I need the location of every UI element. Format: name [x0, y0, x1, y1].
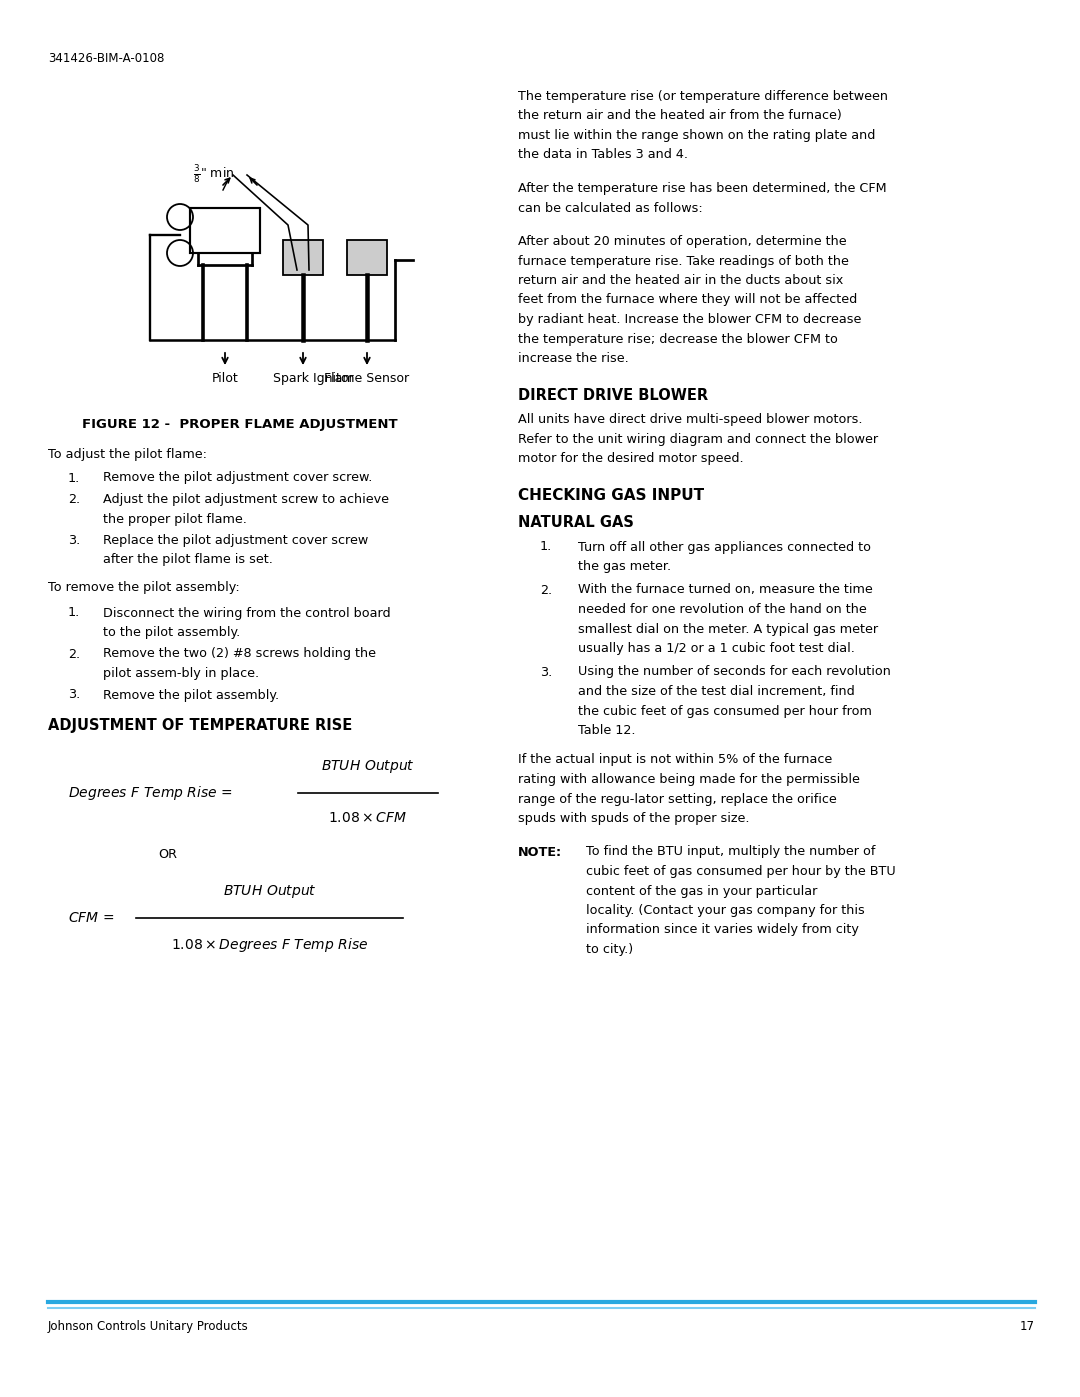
Text: $\mathit{BTUH\ Output}$: $\mathit{BTUH\ Output}$: [321, 759, 415, 775]
Text: feet from the furnace where they will not be affected: feet from the furnace where they will no…: [518, 293, 858, 306]
Text: 341426-BIM-A-0108: 341426-BIM-A-0108: [48, 52, 164, 66]
Text: must lie within the range shown on the rating plate and: must lie within the range shown on the r…: [518, 129, 876, 142]
Text: Flame Sensor: Flame Sensor: [324, 372, 409, 386]
Text: 1.: 1.: [68, 606, 80, 619]
Text: CHECKING GAS INPUT: CHECKING GAS INPUT: [518, 488, 704, 503]
Text: furnace temperature rise. Take readings of both the: furnace temperature rise. Take readings …: [518, 254, 849, 267]
Text: motor for the desired motor speed.: motor for the desired motor speed.: [518, 453, 744, 465]
Text: All units have direct drive multi-speed blower motors.: All units have direct drive multi-speed …: [518, 414, 863, 426]
Text: the data in Tables 3 and 4.: the data in Tables 3 and 4.: [518, 148, 688, 162]
Text: the return air and the heated air from the furnace): the return air and the heated air from t…: [518, 109, 841, 123]
Text: 3.: 3.: [540, 665, 552, 679]
Text: OR: OR: [158, 848, 177, 861]
Text: 2.: 2.: [68, 493, 80, 506]
Text: the temperature rise; decrease the blower CFM to: the temperature rise; decrease the blowe…: [518, 332, 838, 345]
Text: Pilot: Pilot: [212, 372, 239, 386]
Text: return air and the heated air in the ducts about six: return air and the heated air in the duc…: [518, 274, 843, 286]
Text: increase the rise.: increase the rise.: [518, 352, 629, 365]
Text: Turn off all other gas appliances connected to: Turn off all other gas appliances connec…: [578, 541, 870, 553]
Text: If the actual input is not within 5% of the furnace: If the actual input is not within 5% of …: [518, 753, 833, 767]
Text: Refer to the unit wiring diagram and connect the blower: Refer to the unit wiring diagram and con…: [518, 433, 878, 446]
Text: cubic feet of gas consumed per hour by the BTU: cubic feet of gas consumed per hour by t…: [586, 865, 895, 877]
Text: to the pilot assembly.: to the pilot assembly.: [103, 626, 240, 638]
Text: spuds with spuds of the proper size.: spuds with spuds of the proper size.: [518, 812, 750, 826]
Text: ADJUSTMENT OF TEMPERATURE RISE: ADJUSTMENT OF TEMPERATURE RISE: [48, 718, 352, 733]
Text: The temperature rise (or temperature difference between: The temperature rise (or temperature dif…: [518, 89, 888, 103]
Text: usually has a 1/2 or a 1 cubic foot test dial.: usually has a 1/2 or a 1 cubic foot test…: [578, 643, 855, 655]
Text: Johnson Controls Unitary Products: Johnson Controls Unitary Products: [48, 1320, 248, 1333]
Text: $\mathit{CFM}$ =: $\mathit{CFM}$ =: [68, 911, 114, 925]
Text: and the size of the test dial increment, find: and the size of the test dial increment,…: [578, 685, 854, 698]
Text: To find the BTU input, multiply the number of: To find the BTU input, multiply the numb…: [586, 845, 876, 859]
Bar: [283, 240, 323, 275]
Text: 1.: 1.: [540, 541, 552, 553]
Text: $1.08 \times \mathit{Degrees\ F\ Temp\ Rise}$: $1.08 \times \mathit{Degrees\ F\ Temp\ R…: [171, 936, 368, 954]
Text: needed for one revolution of the hand on the: needed for one revolution of the hand on…: [578, 604, 867, 616]
Text: information since it varies widely from city: information since it varies widely from …: [586, 923, 859, 936]
Bar: [347, 240, 387, 275]
Text: Using the number of seconds for each revolution: Using the number of seconds for each rev…: [578, 665, 891, 679]
Text: to city.): to city.): [586, 943, 633, 956]
Text: $\mathit{BTUH\ Output}$: $\mathit{BTUH\ Output}$: [222, 883, 316, 900]
Text: Remove the pilot assembly.: Remove the pilot assembly.: [103, 689, 279, 701]
Text: NOTE:: NOTE:: [518, 845, 562, 859]
Text: To adjust the pilot flame:: To adjust the pilot flame:: [48, 448, 207, 461]
Text: Adjust the pilot adjustment screw to achieve: Adjust the pilot adjustment screw to ach…: [103, 493, 389, 506]
Text: the proper pilot flame.: the proper pilot flame.: [103, 513, 247, 525]
Text: To remove the pilot assembly:: To remove the pilot assembly:: [48, 581, 240, 594]
Text: 2.: 2.: [540, 584, 552, 597]
Text: content of the gas in your particular: content of the gas in your particular: [586, 884, 818, 897]
Text: FIGURE 12 -  PROPER FLAME ADJUSTMENT: FIGURE 12 - PROPER FLAME ADJUSTMENT: [82, 418, 397, 432]
Text: locality. (Contact your gas company for this: locality. (Contact your gas company for …: [586, 904, 865, 916]
Text: After the temperature rise has been determined, the CFM: After the temperature rise has been dete…: [518, 182, 887, 196]
Text: pilot assem-bly in place.: pilot assem-bly in place.: [103, 666, 259, 680]
Text: Remove the pilot adjustment cover screw.: Remove the pilot adjustment cover screw.: [103, 472, 373, 485]
Text: Remove the two (2) #8 screws holding the: Remove the two (2) #8 screws holding the: [103, 647, 376, 661]
Text: 2.: 2.: [68, 647, 80, 661]
Text: 3.: 3.: [68, 534, 80, 548]
Text: Replace the pilot adjustment cover screw: Replace the pilot adjustment cover screw: [103, 534, 368, 548]
Text: After about 20 minutes of operation, determine the: After about 20 minutes of operation, det…: [518, 235, 847, 249]
Text: the gas meter.: the gas meter.: [578, 560, 671, 573]
Text: 1.: 1.: [68, 472, 80, 485]
Text: can be calculated as follows:: can be calculated as follows:: [518, 201, 703, 215]
Text: $1.08 \times \mathit{CFM}$: $1.08 \times \mathit{CFM}$: [328, 812, 407, 826]
Text: after the pilot flame is set.: after the pilot flame is set.: [103, 553, 273, 567]
Text: Spark Ignitor: Spark Ignitor: [272, 372, 353, 386]
Text: DIRECT DRIVE BLOWER: DIRECT DRIVE BLOWER: [518, 387, 708, 402]
Text: range of the regu-lator setting, replace the orifice: range of the regu-lator setting, replace…: [518, 792, 837, 806]
Text: With the furnace turned on, measure the time: With the furnace turned on, measure the …: [578, 584, 873, 597]
Text: Disconnect the wiring from the control board: Disconnect the wiring from the control b…: [103, 606, 391, 619]
Text: Table 12.: Table 12.: [578, 724, 635, 738]
Text: the cubic feet of gas consumed per hour from: the cubic feet of gas consumed per hour …: [578, 704, 872, 718]
Text: by radiant heat. Increase the blower CFM to decrease: by radiant heat. Increase the blower CFM…: [518, 313, 862, 326]
Text: 17: 17: [1020, 1320, 1035, 1333]
Text: rating with allowance being made for the permissible: rating with allowance being made for the…: [518, 773, 860, 787]
Text: NATURAL GAS: NATURAL GAS: [518, 515, 634, 529]
Text: 3.: 3.: [68, 689, 80, 701]
Bar: [190, 208, 260, 253]
Text: smallest dial on the meter. A typical gas meter: smallest dial on the meter. A typical ga…: [578, 623, 878, 636]
Text: $\mathit{Degrees\ F\ Temp\ Rise}$ =: $\mathit{Degrees\ F\ Temp\ Rise}$ =: [68, 784, 232, 802]
Text: $\mathregular{\frac{3}{8}}$" min: $\mathregular{\frac{3}{8}}$" min: [193, 163, 234, 184]
